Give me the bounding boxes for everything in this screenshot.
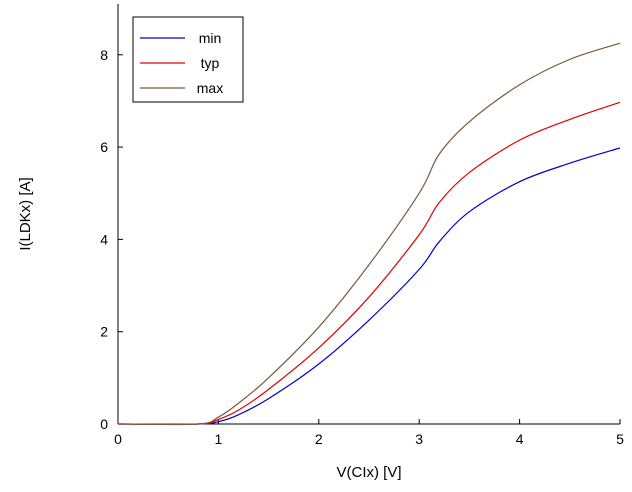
y-axis-title: I(LDKx) [A] — [17, 177, 34, 250]
x-axis-title: V(CIx) [V] — [336, 464, 401, 481]
x-tick-label: 3 — [415, 431, 423, 447]
x-ticks: 0 1 2 3 4 5 — [114, 419, 624, 447]
x-tick-label: 1 — [215, 431, 223, 447]
x-tick-label: 4 — [516, 431, 524, 447]
y-tick-label: 4 — [100, 231, 108, 247]
legend-label-min: min — [199, 30, 222, 46]
y-tick-label: 6 — [100, 139, 108, 155]
legend-label-max: max — [197, 80, 223, 96]
x-tick-label: 0 — [114, 431, 122, 447]
x-tick-label: 5 — [616, 431, 624, 447]
legend-box — [132, 16, 244, 103]
series-layer — [117, 42, 621, 426]
y-tick-label: 2 — [100, 324, 108, 340]
series-line-min — [117, 147, 621, 425]
legend: min typ max — [132, 16, 244, 103]
y-tick-label: 8 — [100, 47, 108, 63]
series-line-max — [117, 42, 621, 426]
y-ticks: 0 2 4 6 8 — [100, 47, 123, 432]
series-line-typ — [117, 101, 621, 425]
legend-label-typ: typ — [201, 55, 220, 71]
x-tick-label: 2 — [315, 431, 323, 447]
y-tick-label: 0 — [100, 416, 108, 432]
